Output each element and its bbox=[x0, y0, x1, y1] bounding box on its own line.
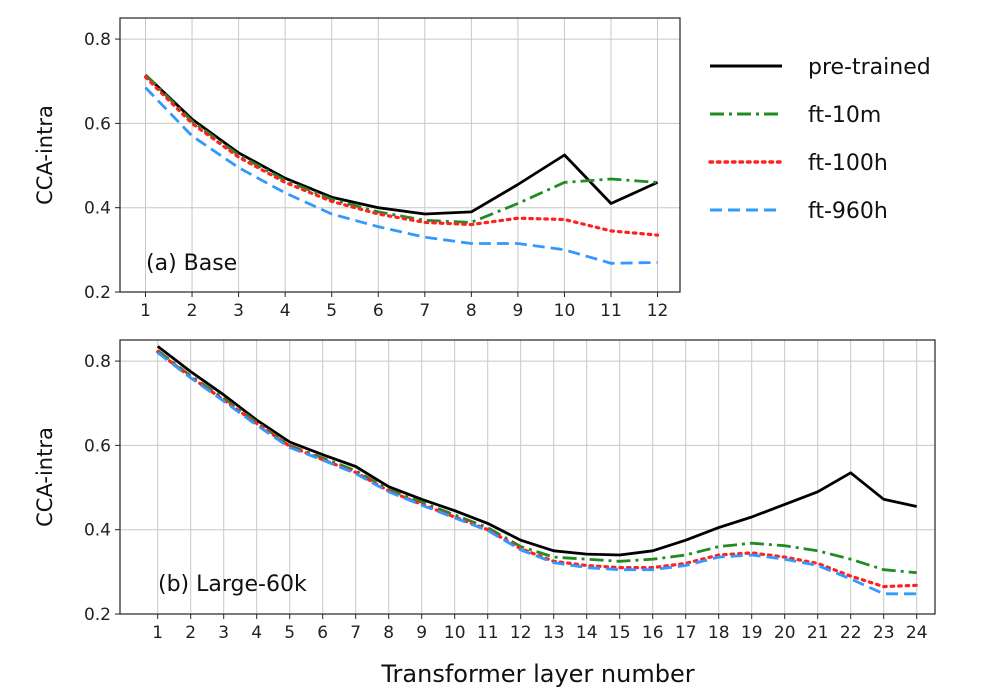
x-tick-label: 3 bbox=[233, 301, 244, 321]
series-line-pre-trained bbox=[144, 73, 659, 216]
x-tick-label: 7 bbox=[350, 623, 361, 643]
x-tick-label: 2 bbox=[185, 623, 196, 643]
x-tick-label: 16 bbox=[642, 623, 664, 643]
legend-label-ft-10m: ft-10m bbox=[808, 103, 881, 128]
x-tick-label: 10 bbox=[554, 301, 576, 321]
y-tick-label: 0.6 bbox=[84, 436, 111, 456]
panel-large-60k: 1 2 3 4 5 6 7 8 9 10 11 12 13 14 15 16 17 18 19 20 21 22 23 240… bbox=[33, 339, 936, 643]
x-tick-label: 20 bbox=[774, 623, 796, 643]
plot-frame bbox=[119, 17, 681, 293]
x-tick-label: 10 bbox=[444, 623, 466, 643]
x-tick-label: 21 bbox=[807, 623, 829, 643]
series-line-ft-100h bbox=[156, 350, 919, 589]
series-line-ft-10m bbox=[156, 349, 917, 575]
x-tick-label: 9 bbox=[512, 301, 523, 321]
x-tick-label: 4 bbox=[280, 301, 291, 321]
legend-label-ft-100h: ft-100h bbox=[808, 151, 888, 176]
panel-base: 1 2 3 4 5 6 7 8 9 10 11 120.20.40.60.8CCA-intra(a) … bbox=[33, 17, 681, 321]
x-tick-label: 7 bbox=[419, 301, 430, 321]
panel-label: (a) Base bbox=[146, 251, 237, 276]
y-tick-label: 0.8 bbox=[84, 352, 111, 372]
x-tick-label: 5 bbox=[326, 301, 337, 321]
x-tick-label: 9 bbox=[416, 623, 427, 643]
x-tick-label: 1 bbox=[140, 301, 151, 321]
x-tick-label: 18 bbox=[708, 623, 730, 643]
series-line-ft-10m bbox=[144, 73, 658, 224]
y-tick-label: 0.4 bbox=[84, 199, 111, 219]
x-tick-label: 8 bbox=[383, 623, 394, 643]
x-tick-label: 11 bbox=[600, 301, 622, 321]
series-line-ft-100h bbox=[143, 75, 660, 237]
x-tick-label: 12 bbox=[647, 301, 669, 321]
x-tick-label: 2 bbox=[187, 301, 198, 321]
x-tick-label: 5 bbox=[284, 623, 295, 643]
series-line-pre-trained bbox=[156, 345, 917, 557]
y-axis-label: CCA-intra bbox=[33, 105, 57, 205]
x-tick-label: 14 bbox=[576, 623, 598, 643]
x-tick-label: 17 bbox=[675, 623, 697, 643]
x-tick-label: 23 bbox=[873, 623, 895, 643]
y-tick-label: 0.2 bbox=[84, 283, 111, 303]
legend-label-ft-960h: ft-960h bbox=[808, 199, 888, 224]
plot-frame bbox=[119, 339, 936, 615]
y-tick-label: 0.2 bbox=[84, 605, 111, 625]
x-tick-label: 13 bbox=[543, 623, 565, 643]
legend: pre-trained ft-10m ft-100h ft-960h bbox=[708, 55, 931, 224]
x-tick-label: 6 bbox=[373, 301, 384, 321]
y-tick-label: 0.8 bbox=[84, 30, 111, 50]
x-tick-label: 6 bbox=[317, 623, 328, 643]
x-tick-label: 15 bbox=[609, 623, 631, 643]
x-axis-label: Transformer layer number bbox=[380, 660, 694, 688]
panel-label: (b) Large-60k bbox=[158, 572, 307, 597]
series-line-ft-960h bbox=[156, 351, 917, 596]
x-tick-label: 12 bbox=[510, 623, 532, 643]
x-tick-label: 1 bbox=[152, 623, 163, 643]
x-tick-label: 22 bbox=[840, 623, 862, 643]
y-axis-label: CCA-intra bbox=[33, 427, 57, 527]
x-tick-label: 19 bbox=[741, 623, 763, 643]
y-tick-label: 0.6 bbox=[84, 114, 111, 134]
x-tick-label: 4 bbox=[251, 623, 262, 643]
series-line-ft-960h bbox=[144, 86, 658, 265]
legend-label-pre-trained: pre-trained bbox=[808, 55, 931, 80]
x-tick-label: 8 bbox=[466, 301, 477, 321]
y-tick-label: 0.4 bbox=[84, 521, 111, 541]
x-tick-label: 24 bbox=[906, 623, 928, 643]
x-tick-label: 3 bbox=[218, 623, 229, 643]
x-tick-label: 11 bbox=[477, 623, 499, 643]
